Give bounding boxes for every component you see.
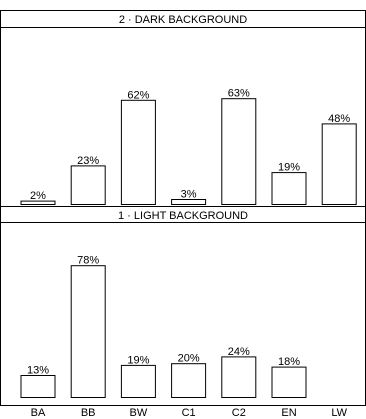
panel-light: 1 · LIGHT BACKGROUND 13% 78% 19% 20% 24% 18%	[0, 210, 366, 399]
x-tick-label-c1: C1	[182, 407, 196, 419]
bar-light-c2	[221, 356, 257, 398]
x-tick-label-ba: BA	[31, 407, 46, 419]
x-tick-label-bb: BB	[81, 407, 96, 419]
panel-light-bars: 13% 78% 19% 20% 24% 18%	[20, 255, 307, 399]
bar-dark-ba	[20, 200, 56, 206]
data-label-light-bw: 19%	[127, 354, 149, 366]
bar-light-en	[271, 366, 307, 399]
data-label-light-ba: 13%	[27, 365, 49, 377]
data-label-light-c2: 24%	[228, 346, 250, 358]
data-label-light-bb: 78%	[77, 255, 99, 267]
data-label-light-en: 18%	[278, 356, 300, 368]
bar-dark-c2	[221, 98, 257, 205]
plot-frame	[0, 10, 366, 406]
bar-dark-en	[271, 172, 307, 206]
data-label-dark-ba: 2%	[30, 190, 46, 202]
data-label-dark-c2: 63%	[228, 88, 250, 100]
bar-dark-lw	[321, 123, 357, 205]
bar-dark-bw	[120, 99, 156, 205]
x-tick-label-c2: C2	[232, 407, 246, 419]
bar-light-c1	[171, 363, 207, 399]
panel-dark-title: 2 · DARK BACKGROUND	[119, 14, 247, 26]
data-label-dark-en: 19%	[278, 162, 300, 174]
x-axis-tick-labels: BA BB BW C1 C2 EN LW	[31, 407, 348, 419]
data-label-light-c1: 20%	[178, 353, 200, 365]
panel-light-title: 1 · LIGHT BACKGROUND	[118, 210, 248, 222]
data-label-dark-c1: 3%	[181, 189, 197, 201]
x-tick-label-lw: LW	[331, 407, 347, 419]
panel-dark: 2 · DARK BACKGROUND 2% 23% 62% 3% 63% 19% 48%	[0, 14, 366, 206]
bar-dark-c1	[171, 199, 207, 205]
x-tick-label-bw: BW	[130, 407, 148, 419]
panel-dark-bars: 2% 23% 62% 3% 63% 19% 48%	[20, 88, 357, 206]
bar-light-bb	[70, 265, 106, 399]
data-label-dark-lw: 48%	[328, 113, 350, 125]
bar-light-ba	[20, 375, 56, 398]
data-label-dark-bw: 62%	[127, 89, 149, 101]
bar-dark-bb	[70, 165, 106, 205]
data-label-dark-bb: 23%	[77, 155, 99, 167]
bar-light-bw	[120, 364, 156, 398]
x-tick-label-en: EN	[281, 407, 296, 419]
